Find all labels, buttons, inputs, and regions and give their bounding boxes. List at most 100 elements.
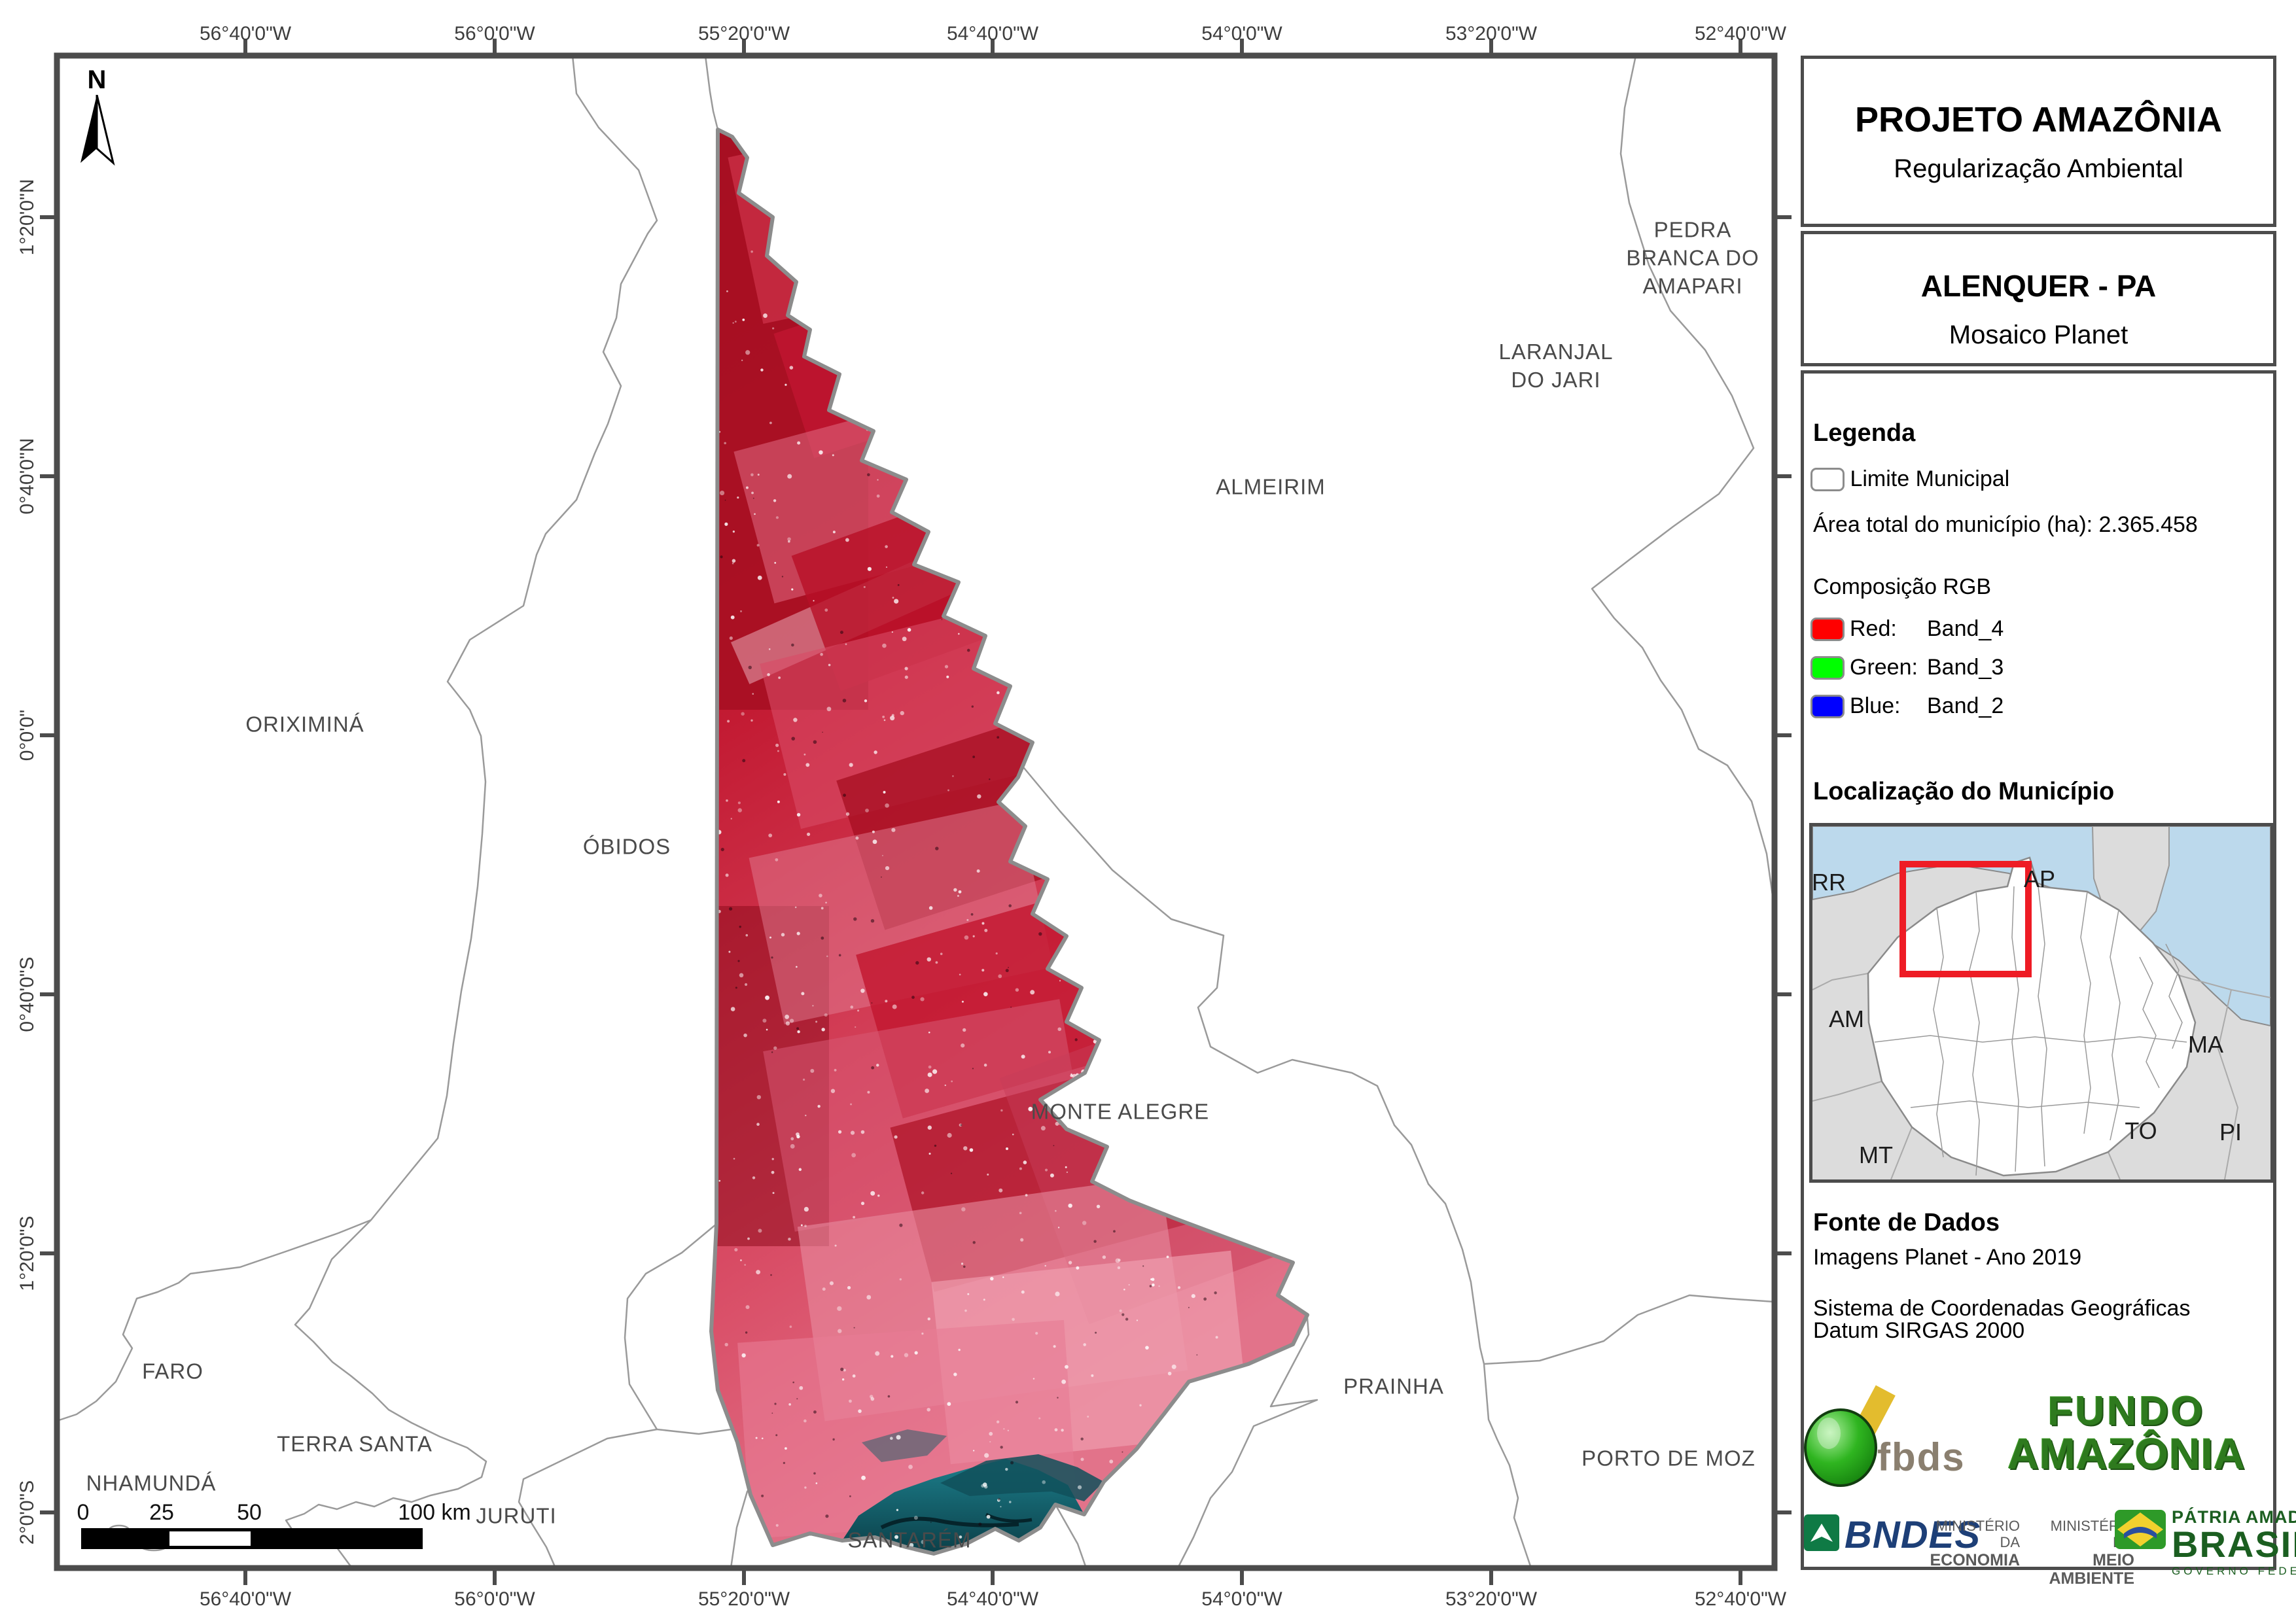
place-label: JURUTI xyxy=(476,1503,557,1528)
page-subtitle: Regularização Ambiental xyxy=(1894,154,2183,183)
limite-municipal-swatch xyxy=(1810,467,1845,491)
north-arrow-icon xyxy=(80,94,115,166)
graticule-ticks xyxy=(40,39,1792,1585)
ministerio-economia: MINISTÉRIO DA ECONOMIA xyxy=(1922,1518,2021,1569)
limite-municipal-outline xyxy=(709,128,1309,1556)
brasil-flag-icon xyxy=(2115,1510,2166,1549)
patria-amada-brasil-logo: PÁTRIA AMADA BRASIL GOVERNO FEDERAL xyxy=(2172,1509,2296,1577)
fbds-sphere-icon xyxy=(1804,1408,1877,1487)
inset-map-svg: RR AP AM MA TO PI MT xyxy=(1812,826,2271,1180)
axis-label-lon: 54°40'0"W xyxy=(946,23,1039,44)
map-frame xyxy=(54,52,1778,1571)
scalebar-label: 0 xyxy=(77,1500,90,1525)
axis-label-lat: 0°0'0" xyxy=(16,709,38,761)
locator-inset-map: RR AP AM MA TO PI MT xyxy=(1809,823,2274,1183)
band-color-swatch xyxy=(1810,617,1845,641)
area-total-text: Área total do município (ha): 2.365.458 xyxy=(1813,512,2198,537)
place-label: PEDRA BRANCA DO AMAPARI xyxy=(1626,217,1759,298)
fonte-line3: Datum SIRGAS 2000 xyxy=(1813,1318,2025,1343)
fonte-line2: Sistema de Coordenadas Geográficas xyxy=(1813,1296,2191,1321)
fonte-line1: Imagens Planet - Ano 2019 xyxy=(1813,1245,2082,1270)
band-channel-label: Green: xyxy=(1850,655,1918,680)
band-color-swatch xyxy=(1810,655,1845,680)
band-channel-label: Red: xyxy=(1850,616,1897,641)
axis-label-lon: 55°20'0"W xyxy=(698,23,790,44)
composition-heading: Composição RGB xyxy=(1813,574,1992,599)
legend-panel: Legenda Limite Municipal Área total do m… xyxy=(1801,370,2296,1588)
axis-label-lon: 53°20'0"W xyxy=(1445,23,1538,44)
fundo-line2: AMAZÔNIA xyxy=(2007,1429,2246,1478)
limite-municipal-label: Limite Municipal xyxy=(1850,466,2010,491)
legend-rgb-row: Blue: Band_2 xyxy=(1810,693,2004,719)
scalebar-label: 25 xyxy=(149,1500,174,1525)
place-label: SANTARÉM xyxy=(847,1527,972,1552)
page-title: PROJETO AMAZÔNIA xyxy=(1854,100,2223,139)
patria-line1: PÁTRIA AMADA xyxy=(2172,1507,2296,1527)
axis-label-lon: 56°0'0"W xyxy=(454,1588,535,1610)
place-label: TERRA SANTA xyxy=(277,1431,433,1456)
inset-state-label: PI xyxy=(2219,1119,2242,1145)
fbds-wordmark: fbds xyxy=(1877,1435,1966,1479)
place-label: PRAINHA xyxy=(1343,1374,1444,1399)
band-name-label: Band_4 xyxy=(1927,616,2004,641)
patria-line2: BRASIL xyxy=(2172,1524,2296,1565)
inset-state-borders xyxy=(1812,973,2271,1180)
main-map: 0 25 50 100 km xyxy=(40,39,1792,1585)
legend-rgb-row: Red: Band_4 xyxy=(1810,616,2004,642)
min2-line2: MEIO AMBIENTE xyxy=(2049,1550,2134,1588)
axis-label-lon: 52°40'0"W xyxy=(1694,23,1787,44)
fundo-amazonia-logo: FUNDO AMAZÔNIA xyxy=(2007,1389,2246,1478)
inset-state-labels: RR AP AM MA TO PI MT xyxy=(1812,865,2242,1168)
alenquer-mosaic xyxy=(709,128,1309,1556)
inset-state-label: AM xyxy=(1829,1005,1864,1032)
band-name-label: Band_3 xyxy=(1927,655,2004,680)
legend-limite-row: Limite Municipal xyxy=(1810,466,2009,492)
legend-rgb-row: Green: Band_3 xyxy=(1810,655,2004,680)
fundo-line1: FUNDO xyxy=(2047,1389,2206,1434)
axis-label-lat: 0°40'0"S xyxy=(16,956,38,1032)
bndes-icon xyxy=(1804,1514,1839,1551)
axis-label-lon: 54°40'0"W xyxy=(946,1588,1039,1610)
axis-label-lon: 55°20'0"W xyxy=(698,1588,790,1610)
place-label: ALMEIRIM xyxy=(1216,474,1326,499)
legend-heading: Legenda xyxy=(1813,419,1916,447)
north-arrow: N xyxy=(77,65,116,170)
inset-state-label: MA xyxy=(2188,1031,2223,1058)
fonte-heading: Fonte de Dados xyxy=(1813,1209,2000,1236)
min1-line1: MINISTÉRIO DA xyxy=(1935,1518,2020,1551)
municipal-boundaries xyxy=(56,55,1776,1569)
place-label: FARO xyxy=(142,1359,203,1384)
axis-label-lat: 1°20'0"N xyxy=(16,179,38,256)
band-name-label: Band_2 xyxy=(1927,693,2004,718)
band-color-swatch xyxy=(1810,694,1845,718)
axis-label-lon: 56°40'0"W xyxy=(199,1588,292,1610)
patria-line3: GOVERNO FEDERAL xyxy=(2172,1565,2296,1577)
axis-label-lat: 0°40'0"N xyxy=(16,438,38,515)
scalebar-label: 100 km xyxy=(398,1500,471,1525)
bndes-wordmark: BNDES xyxy=(1845,1514,1981,1556)
place-label: PORTO DE MOZ xyxy=(1581,1446,1756,1471)
inset-heading: Localização do Município xyxy=(1813,778,2115,805)
inset-state-label: TO xyxy=(2125,1117,2157,1144)
axis-label-lon: 56°40'0"W xyxy=(199,23,292,44)
inset-state-label: RR xyxy=(1812,869,1846,896)
title-box: PROJETO AMAZÔNIA Regularização Ambiental xyxy=(1801,56,2276,227)
min1-line2: ECONOMIA xyxy=(1930,1550,2021,1569)
inset-state-label: MT xyxy=(1859,1142,1893,1168)
place-label: ÓBIDOS xyxy=(582,834,671,859)
inset-alenquer-highlight xyxy=(1899,861,2032,977)
axis-label-lat: 1°20'0"S xyxy=(16,1215,38,1291)
scalebar-label: 50 xyxy=(237,1500,262,1525)
north-label: N xyxy=(87,65,107,94)
place-label: MONTE ALEGRE xyxy=(1031,1099,1210,1124)
inset-state-label: AP xyxy=(2024,865,2055,892)
axis-label-lon: 54°0'0"W xyxy=(1201,23,1282,44)
inset-municipality-lines xyxy=(1874,886,2187,1176)
place-label: NHAMUNDÁ xyxy=(86,1471,217,1495)
band-channel-label: Blue: xyxy=(1850,693,1901,718)
municipality-title: ALENQUER - PA xyxy=(1920,269,2157,303)
scale-bar: 0 25 50 100 km xyxy=(77,1500,471,1549)
product-title: Mosaico Planet xyxy=(1949,321,2128,349)
axis-label-lon: 54°0'0"W xyxy=(1201,1588,1282,1610)
